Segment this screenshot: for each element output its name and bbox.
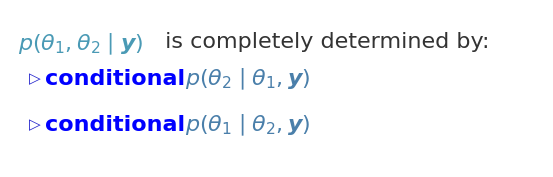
Text: $p(\theta_1, \theta_2 \mid \boldsymbol{y})$: $p(\theta_1, \theta_2 \mid \boldsymbol{y… <box>18 32 144 57</box>
Text: $p(\theta_1 \mid \theta_2, \boldsymbol{y})$: $p(\theta_1 \mid \theta_2, \boldsymbol{y… <box>185 112 311 138</box>
Text: $\triangleright$: $\triangleright$ <box>28 117 41 133</box>
Text: $\triangleright$: $\triangleright$ <box>28 71 41 87</box>
Text: is completely determined by:: is completely determined by: <box>158 32 489 52</box>
Text: conditional: conditional <box>45 115 185 135</box>
Text: conditional: conditional <box>45 69 185 89</box>
Text: $p(\theta_2 \mid \theta_1, \boldsymbol{y})$: $p(\theta_2 \mid \theta_1, \boldsymbol{y… <box>185 66 311 92</box>
